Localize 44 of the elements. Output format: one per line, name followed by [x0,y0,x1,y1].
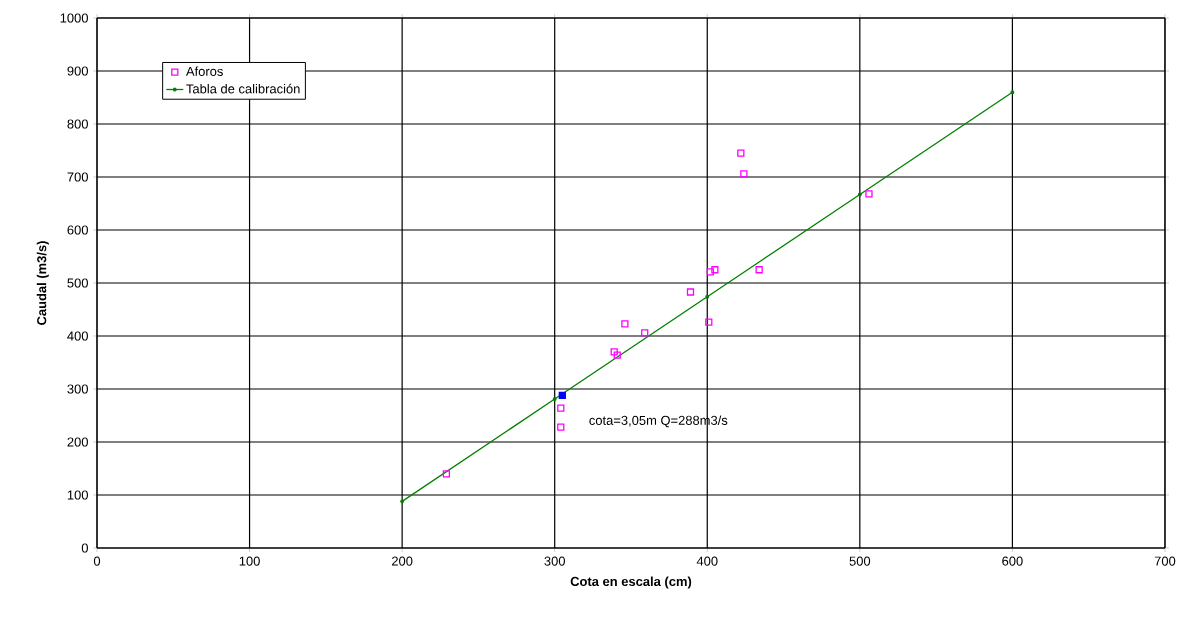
point [755,266,763,274]
point [1010,90,1015,95]
point [857,192,862,197]
point [557,423,565,431]
y-tick-label: 800 [67,119,88,129]
y-tick-label: 500 [67,278,88,288]
x-tick-label: 600 [1002,556,1023,566]
y-axis-title: Caudal (m3/s) [36,241,49,325]
x-tick-label: 100 [239,556,260,566]
y-tick-label: 600 [67,225,88,235]
y-tick-label: 200 [67,437,88,447]
y-tick-label: 1000 [60,13,88,23]
x-tick-label: 300 [544,556,565,566]
x-tick-label: 200 [391,556,413,566]
point [558,391,566,400]
point [641,329,649,337]
point [621,320,629,328]
point [705,318,713,326]
point [557,404,565,412]
point [740,170,748,178]
y-tick-label: 0 [81,543,88,553]
y-tick-label: 900 [67,66,88,76]
y-tick-label: 100 [67,490,88,500]
x-tick-label: 0 [93,556,101,566]
point [711,266,719,274]
point [737,149,745,157]
point [613,351,621,359]
x-axis-title: Cota en escala (cm) [570,576,692,589]
point [442,470,451,478]
x-tick-label: 500 [849,556,871,566]
point [705,294,710,299]
y-tick-label: 700 [67,172,88,182]
x-tick-label: 400 [696,556,718,566]
legend-label: Tabla de calibración [186,83,300,94]
point [552,397,557,402]
y-tick-label: 300 [67,384,88,394]
point [706,268,714,276]
y-tick-label: 400 [67,331,88,341]
point [865,190,873,198]
point [686,288,695,296]
x-tick-label: 700 [1154,556,1176,566]
legend-label: Aforos [185,66,223,76]
point [610,348,618,356]
point [400,499,405,504]
